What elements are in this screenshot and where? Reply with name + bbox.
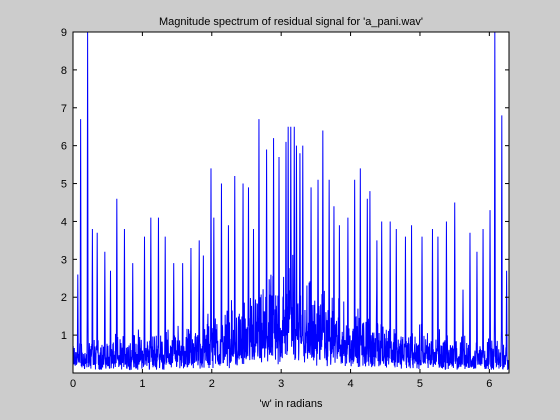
y-tick-label: 5 [61, 179, 67, 191]
x-tick-label: 0 [70, 378, 76, 390]
series-layer [73, 32, 509, 371]
y-tick-label: 3 [61, 254, 67, 266]
x-tick-label: 4 [348, 378, 354, 390]
chart-title: Magnitude spectrum of residual signal fo… [159, 16, 423, 28]
y-tick-label: 6 [61, 141, 67, 153]
y-tick-label: 4 [61, 216, 67, 228]
x-axis-label: 'w' in radians [260, 398, 323, 410]
y-tick-label: 2 [61, 292, 67, 304]
spectrum-line [73, 32, 509, 371]
x-tick-label: 1 [139, 378, 145, 390]
y-tick-label: 9 [61, 27, 67, 39]
plot-frame [72, 31, 510, 374]
x-tick-label: 2 [209, 378, 215, 390]
x-axis: 0 1 2 3 4 5 6 [70, 32, 492, 390]
x-tick-label: 6 [486, 378, 492, 390]
x-tick-label: 3 [278, 378, 284, 390]
y-axis: 1 2 3 4 5 6 7 8 9 [61, 27, 509, 342]
y-tick-label: 8 [61, 65, 67, 77]
x-tick-label: 5 [417, 378, 423, 390]
y-tick-label: 1 [61, 330, 67, 342]
y-tick-label: 7 [61, 103, 67, 115]
